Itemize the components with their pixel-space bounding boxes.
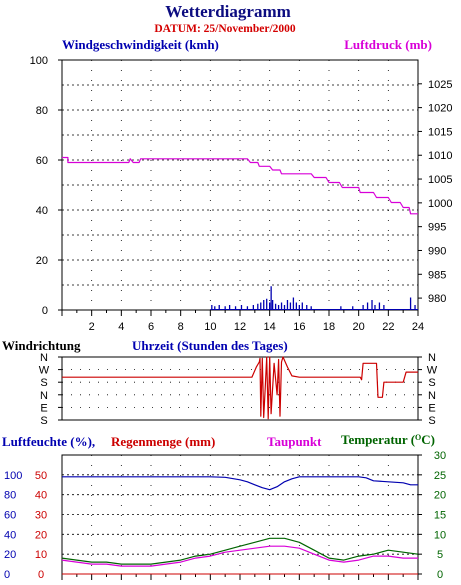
wind-direction-line: [62, 356, 418, 420]
y-tick-label-left: 60: [36, 155, 48, 167]
x-axis-label: Uhrzeit (Stunden des Tages): [132, 338, 288, 353]
temperature-label: Temperatur (OC): [341, 432, 435, 447]
x-tick-label: 12: [234, 321, 246, 333]
temperature-tick-label: 10: [434, 529, 446, 541]
humidity-temperature-panel: 0 20 40 60 80 100 0 10 20 30 40 50 0 5 10 15 20 25 30: [4, 450, 446, 581]
humidity-tick-label: 80: [4, 490, 16, 502]
direction-label-right: N: [428, 352, 436, 364]
panel-frame: [61, 454, 419, 575]
x-tick-label: 16: [293, 321, 305, 333]
y-tick-label-left: 20: [36, 255, 48, 267]
direction-label-left: N: [40, 390, 48, 402]
rain-tick-label: 40: [35, 490, 47, 502]
direction-label-right: E: [428, 402, 435, 414]
wind-speed-label: Windgeschwindigkeit (kmh): [62, 37, 219, 52]
x-tick-label: 14: [264, 321, 276, 333]
x-tick-label: 22: [382, 321, 394, 333]
rain-tick-label: 30: [35, 510, 47, 522]
humidity-tick-label: 0: [4, 569, 10, 581]
direction-label-right: N: [428, 390, 436, 402]
direction-label-left: W: [39, 365, 50, 377]
rain-label: Regenmenge (mm): [111, 434, 215, 449]
y-tick-label-left: 0: [42, 305, 48, 317]
direction-label-right: S: [428, 415, 435, 427]
wind-pressure-panel: 0 20 40 60 80 100 980 985 990 995 1000 1005 1010 1015…: [30, 55, 453, 333]
direction-label-right: S: [428, 377, 435, 389]
rain-tick-label: 10: [35, 549, 47, 561]
y-tick-label-right: 1020: [428, 103, 452, 115]
panel-frame: [61, 59, 419, 311]
y-tick-label-left: 40: [36, 205, 48, 217]
pressure-line: [62, 156, 418, 215]
temperature-line: [61, 537, 419, 565]
y-tick-label-right: 1000: [428, 198, 452, 210]
temperature-unit: C: [421, 432, 430, 447]
temperature-degree-glyph: O: [415, 433, 421, 442]
y-tick-label-right: 985: [428, 269, 446, 281]
chart-subtitle: DATUM: 25/November/2000: [154, 23, 296, 35]
rain-tick-label: 0: [38, 569, 44, 581]
x-tick-label: 10: [204, 321, 216, 333]
y-tick-label-left: 100: [30, 55, 48, 67]
humidity-line: [62, 476, 418, 491]
pressure-label: Luftdruck (mb): [344, 37, 432, 52]
panel-frame: [61, 356, 419, 421]
temperature-tick-label: 20: [434, 490, 446, 502]
rain-tick-label: 50: [35, 470, 47, 482]
y-tick-label-right: 1025: [428, 79, 452, 91]
y-tick-label-right: 1005: [428, 174, 452, 186]
humidity-tick-label: 100: [4, 470, 22, 482]
x-tick-label: 2: [89, 321, 95, 333]
temperature-label-close: ): [431, 432, 435, 447]
direction-label-left: S: [40, 415, 47, 427]
y-tick-label-right: 1015: [428, 126, 452, 138]
x-tick-label: 24: [412, 321, 424, 333]
direction-label-left: S: [40, 377, 47, 389]
temperature-tick-label: 25: [434, 470, 446, 482]
x-tick-label: 4: [118, 321, 124, 333]
temperature-label-text: Temperatur (: [341, 432, 415, 447]
rain-tick-label: 20: [35, 529, 47, 541]
direction-label-left: E: [40, 402, 47, 414]
humidity-tick-label: 40: [4, 529, 16, 541]
dewpoint-line: [61, 545, 418, 567]
wind-direction-label: Windrichtung: [2, 338, 81, 353]
x-tick-label: 18: [323, 321, 335, 333]
direction-label-left: N: [40, 352, 48, 364]
y-tick-label-right: 1010: [428, 150, 452, 162]
temperature-tick-label: 0: [437, 569, 443, 581]
x-tick-label: 6: [148, 321, 154, 333]
chart-title: Wetterdiagramm: [165, 2, 291, 21]
x-tick-label: 8: [178, 321, 184, 333]
y-tick-label-left: 80: [36, 105, 48, 117]
wind-direction-panel: S SE EN NS SW WN N: [39, 352, 438, 427]
y-tick-label-right: 990: [428, 245, 446, 257]
x-tick-label: 20: [353, 321, 365, 333]
y-tick-label-right: 995: [428, 222, 446, 234]
temperature-tick-label: 5: [437, 549, 443, 561]
y-tick-label-right: 980: [428, 293, 446, 305]
dewpoint-label: Taupunkt: [267, 434, 322, 449]
humidity-tick-label: 20: [4, 549, 16, 561]
direction-label-right: W: [427, 365, 438, 377]
humidity-label: Luftfeuchte (%),: [2, 434, 95, 449]
humidity-tick-label: 60: [4, 510, 16, 522]
temperature-tick-label: 30: [434, 450, 446, 462]
temperature-tick-label: 15: [434, 510, 446, 522]
